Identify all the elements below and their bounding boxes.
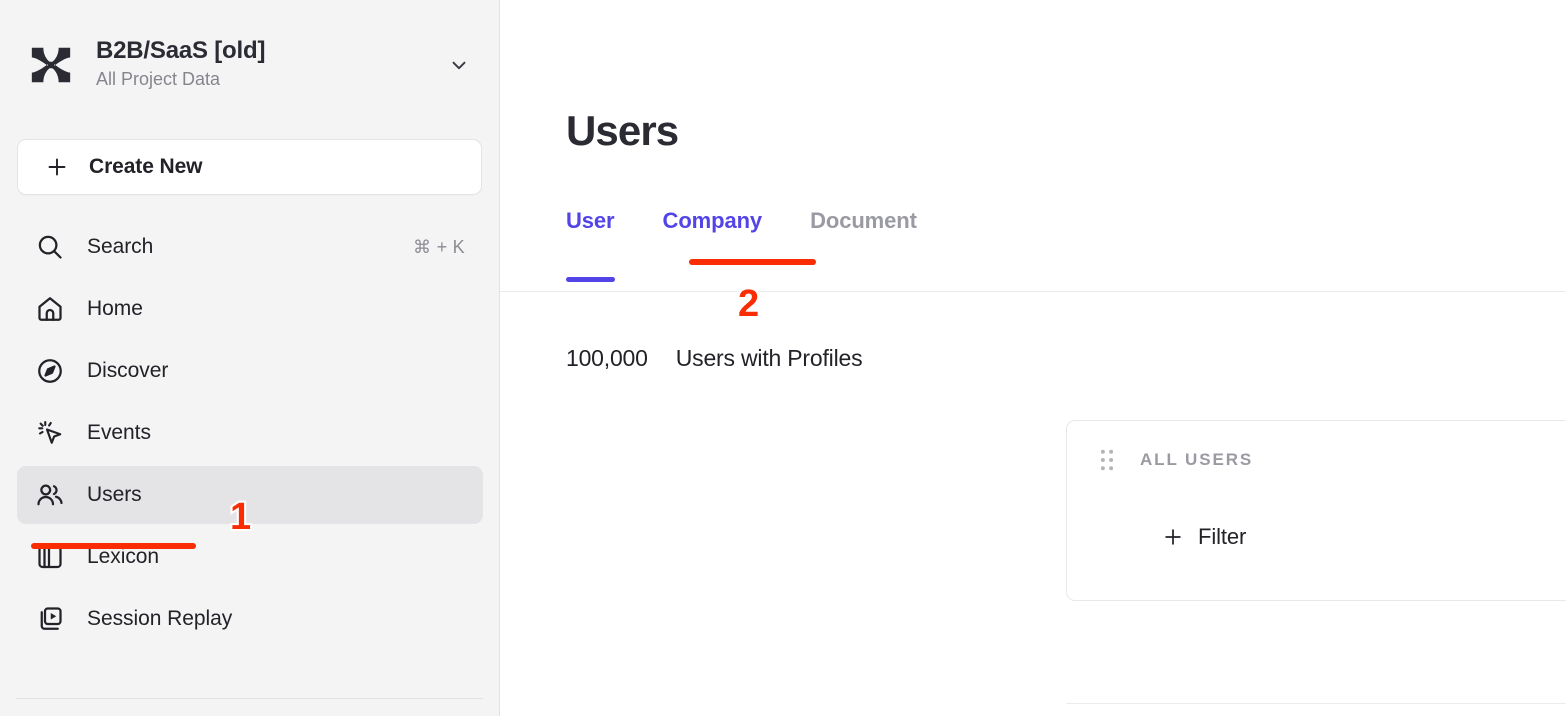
tab-company[interactable]: Company — [663, 208, 763, 240]
project-switcher[interactable]: B2B/SaaS [old] All Project Data — [0, 0, 500, 130]
sidebar-item-session-replay[interactable]: Session Replay — [17, 590, 483, 648]
sidebar-item-label: Search — [87, 235, 154, 258]
filter-card-header: ALL USERS — [1100, 449, 1253, 471]
create-new-label: Create New — [89, 155, 203, 178]
main-content: Users User Company Document 100,000 User… — [500, 0, 1566, 716]
tab-active-indicator — [566, 277, 615, 282]
cursor-click-icon — [38, 420, 62, 444]
project-name: B2B/SaaS [old] — [96, 36, 266, 64]
tabbar-divider — [500, 291, 1566, 292]
chevron-down-icon — [452, 61, 466, 70]
annotation-underline-2 — [689, 259, 816, 265]
annotation-underline-1 — [31, 543, 196, 549]
sidebar-item-home[interactable]: Home — [17, 280, 483, 338]
content-bottom-divider — [1066, 703, 1566, 704]
project-text: B2B/SaaS [old] All Project Data — [96, 37, 442, 93]
sidebar-item-events[interactable]: Events — [17, 404, 483, 462]
sidebar-item-label: Home — [87, 297, 143, 320]
profiles-count: 100,000 — [566, 345, 648, 371]
users-icon — [37, 484, 63, 506]
search-shortcut: ⌘ + K — [412, 236, 465, 257]
sidebar-item-label: Lexicon — [87, 545, 160, 568]
page-title: Users — [566, 107, 679, 154]
compass-icon — [38, 359, 62, 383]
annotation-number-1: 1 — [228, 496, 253, 538]
all-users-filter-card: ALL USERS Filter — [1066, 420, 1566, 601]
search-icon — [38, 235, 62, 259]
project-switcher-chevron[interactable] — [442, 48, 476, 82]
tab-user[interactable]: User — [566, 208, 615, 282]
create-new-button[interactable]: Create New — [17, 139, 482, 195]
mixpanel-x-logo-icon — [31, 47, 71, 83]
sidebar-item-label: Users — [87, 483, 142, 506]
profiles-label: Users with Profiles — [675, 345, 863, 371]
sidebar-item-search[interactable]: Search ⌘ + K — [17, 218, 483, 276]
sidebar-item-label: Discover — [87, 359, 169, 382]
plus-icon — [1165, 529, 1181, 545]
add-filter-button[interactable]: Filter — [1162, 524, 1246, 550]
home-icon — [38, 297, 62, 321]
tab-document[interactable]: Document — [810, 208, 917, 240]
tab-label: Company — [662, 208, 763, 233]
sidebar-nav: Search ⌘ + K Home Discover — [0, 214, 500, 652]
add-filter-label: Filter — [1198, 524, 1247, 549]
sidebar-item-label: Session Replay — [87, 607, 233, 630]
filter-card-title: ALL USERS — [1140, 450, 1254, 469]
drag-handle-icon[interactable] — [1100, 449, 1114, 471]
sidebar: B2B/SaaS [old] All Project Data Create N… — [0, 0, 500, 716]
session-replay-icon — [40, 607, 62, 630]
annotation-number-2: 2 — [736, 283, 761, 325]
sidebar-item-label: Events — [87, 421, 151, 444]
plus-icon — [48, 158, 66, 176]
tab-label: User — [566, 208, 615, 233]
entity-tabbar: User Company Document — [566, 208, 965, 282]
sidebar-item-discover[interactable]: Discover — [17, 342, 483, 400]
project-subtitle: All Project Data — [96, 69, 221, 90]
tab-label: Document — [810, 208, 917, 233]
profiles-stat: 100,000 Users with Profiles — [566, 345, 863, 372]
sidebar-item-users[interactable]: Users — [17, 466, 483, 524]
sidebar-divider — [16, 698, 483, 699]
